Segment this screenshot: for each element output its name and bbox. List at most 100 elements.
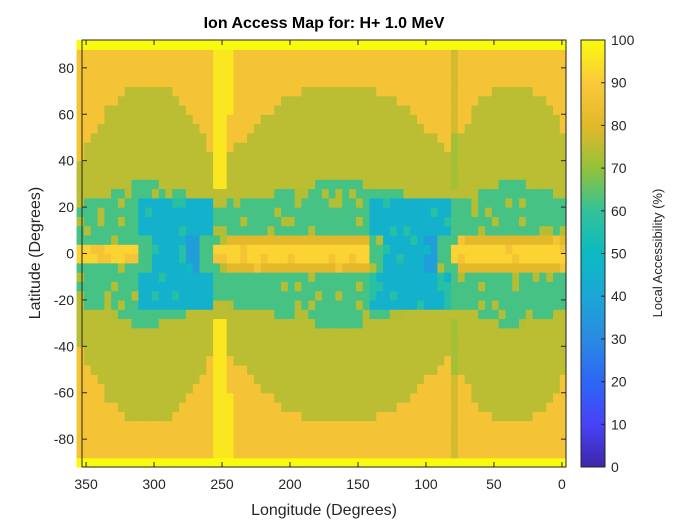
heatmap-cell <box>137 448 146 459</box>
heatmap-cell <box>552 160 560 171</box>
heatmap-cell <box>511 216 520 227</box>
heatmap-cell <box>96 151 105 162</box>
heatmap-cell <box>171 77 180 88</box>
heatmap-cell <box>83 169 91 180</box>
heatmap-cell <box>416 364 424 375</box>
heatmap-cell <box>348 77 356 88</box>
heatmap-cell <box>253 225 261 236</box>
heatmap-cell <box>232 225 241 236</box>
heatmap-cell <box>273 429 282 440</box>
heatmap-cell <box>103 457 112 468</box>
heatmap-cell <box>294 392 302 403</box>
heatmap-cell <box>477 355 486 366</box>
heatmap-cell <box>266 253 275 264</box>
heatmap-cell <box>348 290 356 301</box>
heatmap-cell <box>396 281 404 292</box>
heatmap-cell <box>226 234 234 245</box>
heatmap-cell <box>307 318 316 329</box>
heatmap-cell <box>430 58 438 69</box>
heatmap-cell <box>226 77 234 88</box>
heatmap-cell <box>266 216 275 227</box>
heatmap-cell <box>76 142 84 152</box>
heatmap-cell <box>239 114 248 125</box>
heatmap-cell <box>124 104 132 115</box>
heatmap-cell <box>294 383 302 394</box>
heatmap-cell <box>253 318 261 329</box>
heatmap-cell <box>90 40 98 50</box>
heatmap-cell <box>484 40 492 50</box>
heatmap-cell <box>382 392 390 403</box>
heatmap-cell <box>178 262 186 273</box>
heatmap-cell <box>76 234 84 245</box>
heatmap-cell <box>525 290 533 301</box>
heatmap-cell <box>171 197 180 208</box>
heatmap-cell <box>137 86 146 97</box>
heatmap-cell <box>151 234 159 245</box>
heatmap-cell <box>341 299 350 310</box>
heatmap-cell <box>389 244 397 255</box>
heatmap-cell <box>110 272 118 282</box>
heatmap-cell <box>545 169 554 180</box>
heatmap-cell <box>423 253 431 264</box>
heatmap-cell <box>124 281 132 292</box>
heatmap-cell <box>368 327 377 338</box>
heatmap-cell <box>253 207 261 217</box>
heatmap-cell <box>538 95 547 106</box>
heatmap-cell <box>76 132 84 143</box>
heatmap-cell <box>83 95 91 106</box>
heatmap-cell <box>151 318 159 329</box>
heatmap-cell <box>130 411 139 422</box>
heatmap-cell <box>321 290 329 301</box>
heatmap-cell <box>457 281 465 292</box>
heatmap-cell <box>96 179 105 190</box>
heatmap-cell <box>491 457 499 468</box>
heatmap-cell <box>436 49 445 60</box>
heatmap-cell <box>273 355 282 366</box>
heatmap-cell <box>124 77 132 88</box>
heatmap-cell <box>470 40 479 50</box>
heatmap-cell <box>144 383 152 394</box>
heatmap-cell <box>355 160 363 171</box>
heatmap-cell <box>239 364 248 375</box>
heatmap-cell <box>450 216 458 227</box>
heatmap-cell <box>423 429 431 440</box>
heatmap-cell <box>260 49 268 60</box>
heatmap-cell <box>375 132 384 143</box>
heatmap-cell <box>477 151 486 162</box>
heatmap-cell <box>232 234 241 245</box>
heatmap-cell <box>96 49 105 60</box>
heatmap-cell <box>341 337 350 347</box>
heatmap-cell <box>443 160 452 171</box>
heatmap-cell <box>498 197 506 208</box>
heatmap-cell <box>470 374 479 385</box>
heatmap-cell <box>253 402 261 412</box>
heatmap-cell <box>232 318 241 329</box>
heatmap-cell <box>158 104 166 115</box>
heatmap-cell <box>348 318 356 329</box>
heatmap-cell <box>83 142 91 152</box>
heatmap-cell <box>538 86 547 97</box>
heatmap-cell <box>321 123 329 134</box>
heatmap-cell <box>464 346 472 357</box>
heatmap-cell <box>307 327 316 338</box>
heatmap-cell <box>96 364 105 375</box>
heatmap-cell <box>83 411 91 422</box>
heatmap-cell <box>76 429 84 440</box>
heatmap-cell <box>205 318 214 329</box>
heatmap-cell <box>511 151 520 162</box>
heatmap-cell <box>260 439 268 450</box>
heatmap-cell <box>430 197 438 208</box>
heatmap-cell <box>518 364 526 375</box>
heatmap-cell <box>552 40 560 50</box>
heatmap-cell <box>402 67 411 78</box>
heatmap-cell <box>137 49 146 60</box>
heatmap-cell <box>368 86 377 97</box>
heatmap-cell <box>368 160 377 171</box>
heatmap-cell <box>300 142 309 152</box>
heatmap-cell <box>484 142 492 152</box>
heatmap-cell <box>110 309 118 320</box>
heatmap-cell <box>198 169 207 180</box>
heatmap-cell <box>321 67 329 78</box>
heatmap-cell <box>348 169 356 180</box>
heatmap-cell <box>545 420 554 431</box>
